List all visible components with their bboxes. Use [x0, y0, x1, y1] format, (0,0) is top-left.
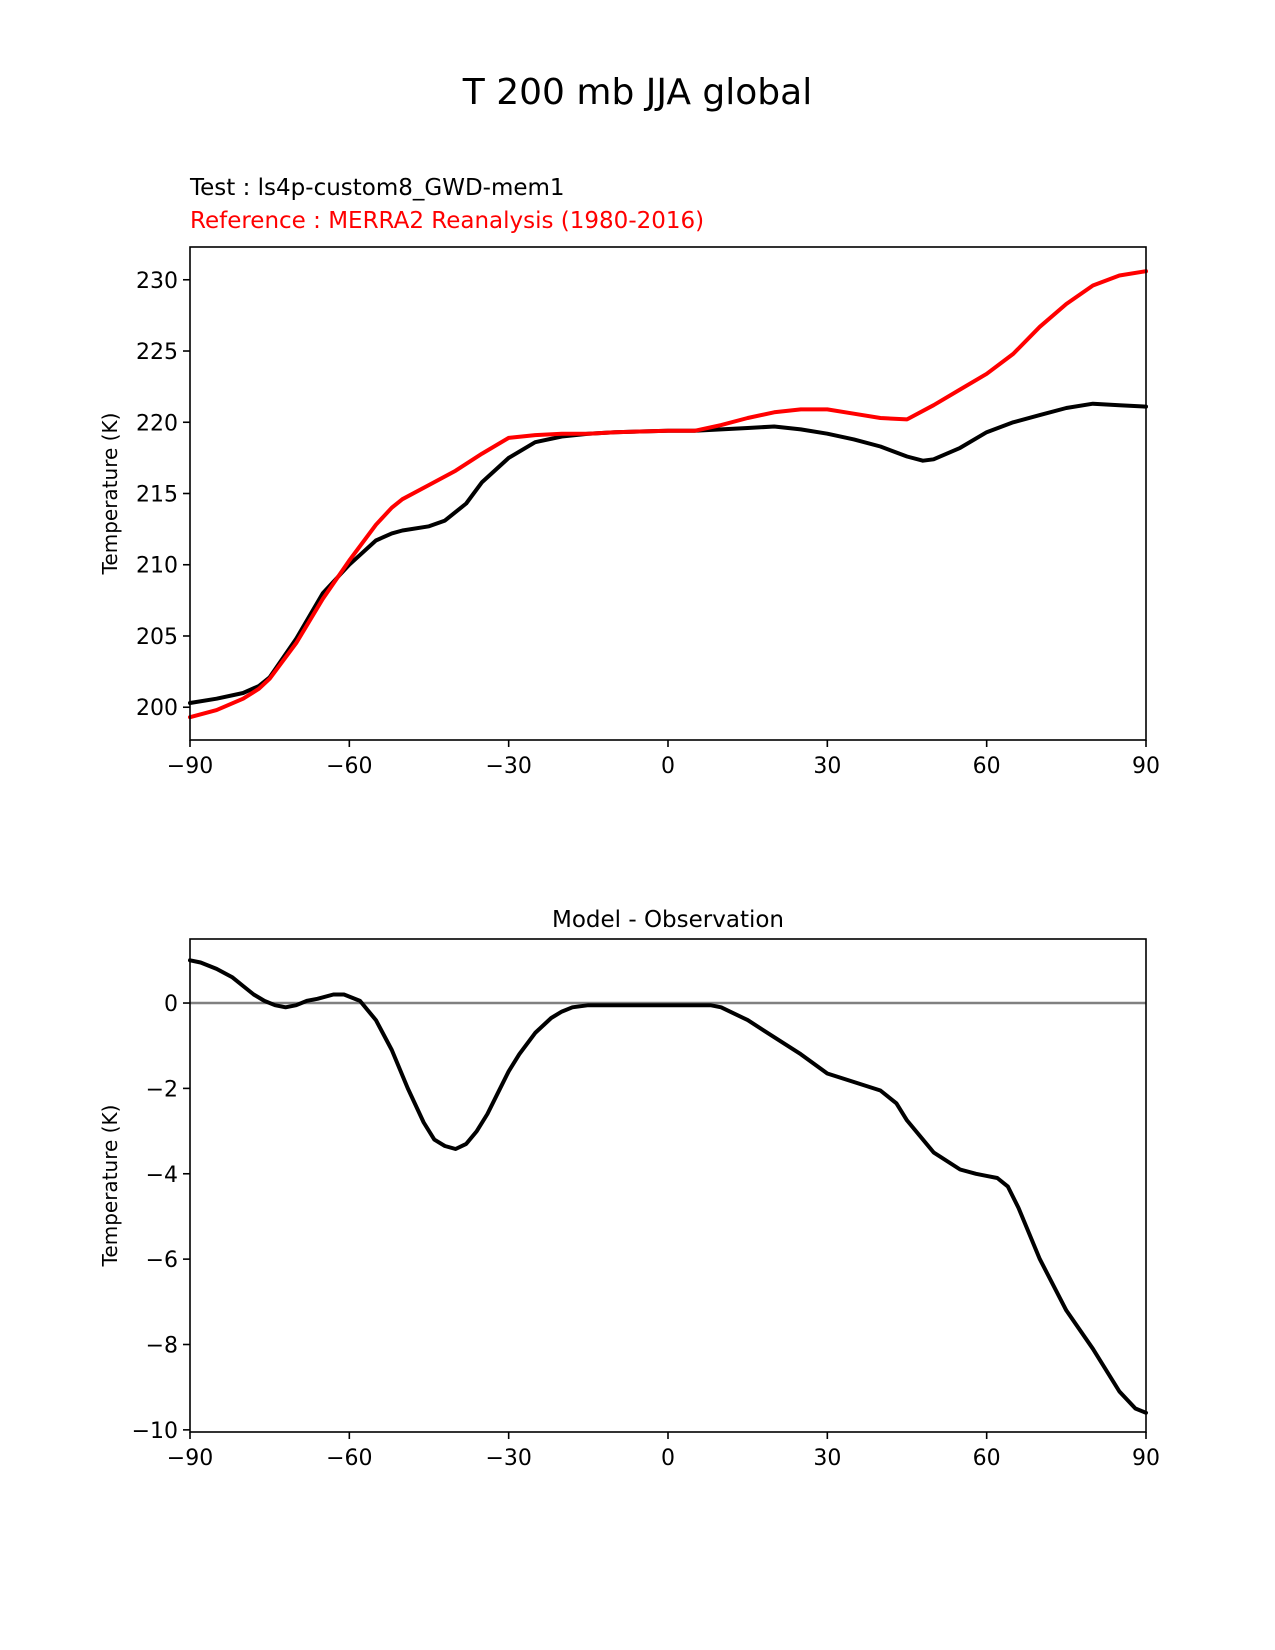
bottom-xtick-label: −90 [167, 1446, 213, 1471]
top-xtick-label: 60 [973, 754, 1001, 779]
bottom-series-0-line [188, 958, 1148, 1415]
bottom-ytick-label: −4 [146, 1163, 178, 1188]
top-ylabel: Temperature (K) [98, 413, 122, 576]
top-series-1-line [188, 269, 1148, 720]
bottom-ylabel: Temperature (K) [98, 1105, 122, 1268]
top-ytick-label: 200 [136, 696, 178, 721]
test-label: Test : ls4p-custom8_GWD-mem1 [190, 175, 565, 201]
top-ytick-label: 225 [136, 340, 178, 365]
bottom-axes-frame [189, 938, 1147, 1433]
top-xtick-label: 90 [1132, 754, 1160, 779]
bottom-ytick-label: −2 [146, 1077, 178, 1102]
top-xtick-label: −30 [485, 754, 531, 779]
top-xtick-label: −60 [326, 754, 372, 779]
top-ytick-label: 210 [136, 554, 178, 579]
bottom-xtick-label: 90 [1132, 1446, 1160, 1471]
bottom-ytick-label: −6 [146, 1248, 178, 1273]
top-ytick-label: 230 [136, 269, 178, 294]
top-xtick-label: 30 [813, 754, 841, 779]
figure-title: T 200 mb JJA global [462, 72, 813, 113]
top-series-0-line [188, 401, 1148, 705]
top-xtick-label: −90 [167, 754, 213, 779]
bottom-axes-title: Model - Observation [552, 907, 784, 933]
bottom-xtick-label: 60 [973, 1446, 1001, 1471]
bottom-xtick-label: 30 [813, 1446, 841, 1471]
top-ytick-label: 220 [136, 411, 178, 436]
bottom-ytick-label: −8 [146, 1333, 178, 1358]
top-ytick-label: 205 [136, 625, 178, 650]
bottom-xtick-label: −30 [485, 1446, 531, 1471]
bottom-xtick-label: −60 [326, 1446, 372, 1471]
top-axes-frame [189, 246, 1147, 741]
top-ytick-label: 215 [136, 483, 178, 508]
bottom-xtick-label: 0 [661, 1446, 675, 1471]
bottom-ytick-label: −10 [132, 1419, 178, 1444]
reference-label: Reference : MERRA2 Reanalysis (1980-2016… [190, 208, 705, 234]
top-xtick-label: 0 [661, 754, 675, 779]
bottom-ytick-label: 0 [164, 992, 178, 1017]
